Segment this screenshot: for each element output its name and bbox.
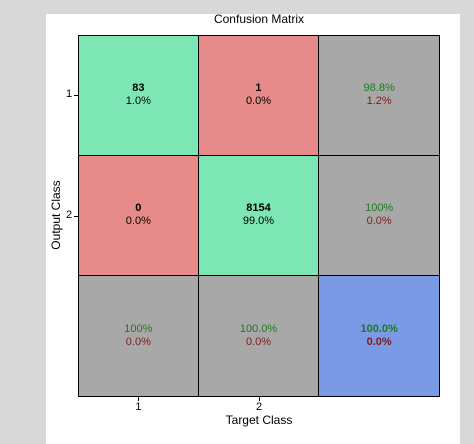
summary-correct-percent: 98.8% xyxy=(363,82,395,95)
matrix-cell: 83 1.0% xyxy=(78,35,199,156)
summary-error-percent: 0.0% xyxy=(366,215,392,228)
summary-correct-percent: 100% xyxy=(365,202,394,215)
row-summary-cell: 98.8% 1.2% xyxy=(318,35,440,156)
matrix-cell: 0 0.0% xyxy=(78,154,199,277)
y-tick-mark xyxy=(74,216,78,217)
x-axis-label: Target Class xyxy=(225,413,293,427)
cell-count: 1 xyxy=(255,82,262,95)
summary-correct-percent: 100.0% xyxy=(239,323,278,336)
y-tick-label: 1 xyxy=(66,88,73,101)
cell-count: 83 xyxy=(132,82,145,95)
cell-percent: 1.0% xyxy=(125,95,151,108)
cell-percent: 0.0% xyxy=(245,95,272,108)
col-summary-cell: 100% 0.0% xyxy=(78,275,199,397)
x-tick-label: 1 xyxy=(135,401,142,413)
summary-error-percent: 0.0% xyxy=(245,336,272,349)
matrix-cell: 1 0.0% xyxy=(197,35,320,156)
y-axis-label: Output Class xyxy=(49,180,63,250)
x-tick-mark xyxy=(259,397,260,401)
cell-percent: 0.0% xyxy=(125,215,151,228)
cell-percent: 99.0% xyxy=(242,215,275,228)
row-summary-cell: 100% 0.0% xyxy=(318,154,440,277)
summary-error-percent: 1.2% xyxy=(366,95,392,108)
overall-correct-percent: 100.0% xyxy=(360,323,398,336)
cell-count: 8154 xyxy=(246,202,271,215)
summary-error-percent: 0.0% xyxy=(125,336,151,349)
y-tick-label: 2 xyxy=(66,209,73,221)
x-tick-mark xyxy=(138,397,140,401)
overall-summary-cell: 100.0% 0.0% xyxy=(318,275,440,397)
chart-title: Confusion Matrix xyxy=(213,12,305,26)
x-tick-label: 2 xyxy=(256,401,263,413)
matrix-grid: 83 1.0% 1 0.0% 98.8% 1.2% 0 0.0% 8154 99.0% 100% 0.… xyxy=(78,35,440,397)
cell-count: 0 xyxy=(135,202,142,215)
overall-error-percent: 0.0% xyxy=(366,336,392,349)
summary-correct-percent: 100% xyxy=(124,323,153,336)
col-summary-cell: 100.0% 0.0% xyxy=(197,275,320,397)
matrix-cell: 8154 99.0% xyxy=(197,154,320,277)
y-tick-mark xyxy=(74,95,78,97)
